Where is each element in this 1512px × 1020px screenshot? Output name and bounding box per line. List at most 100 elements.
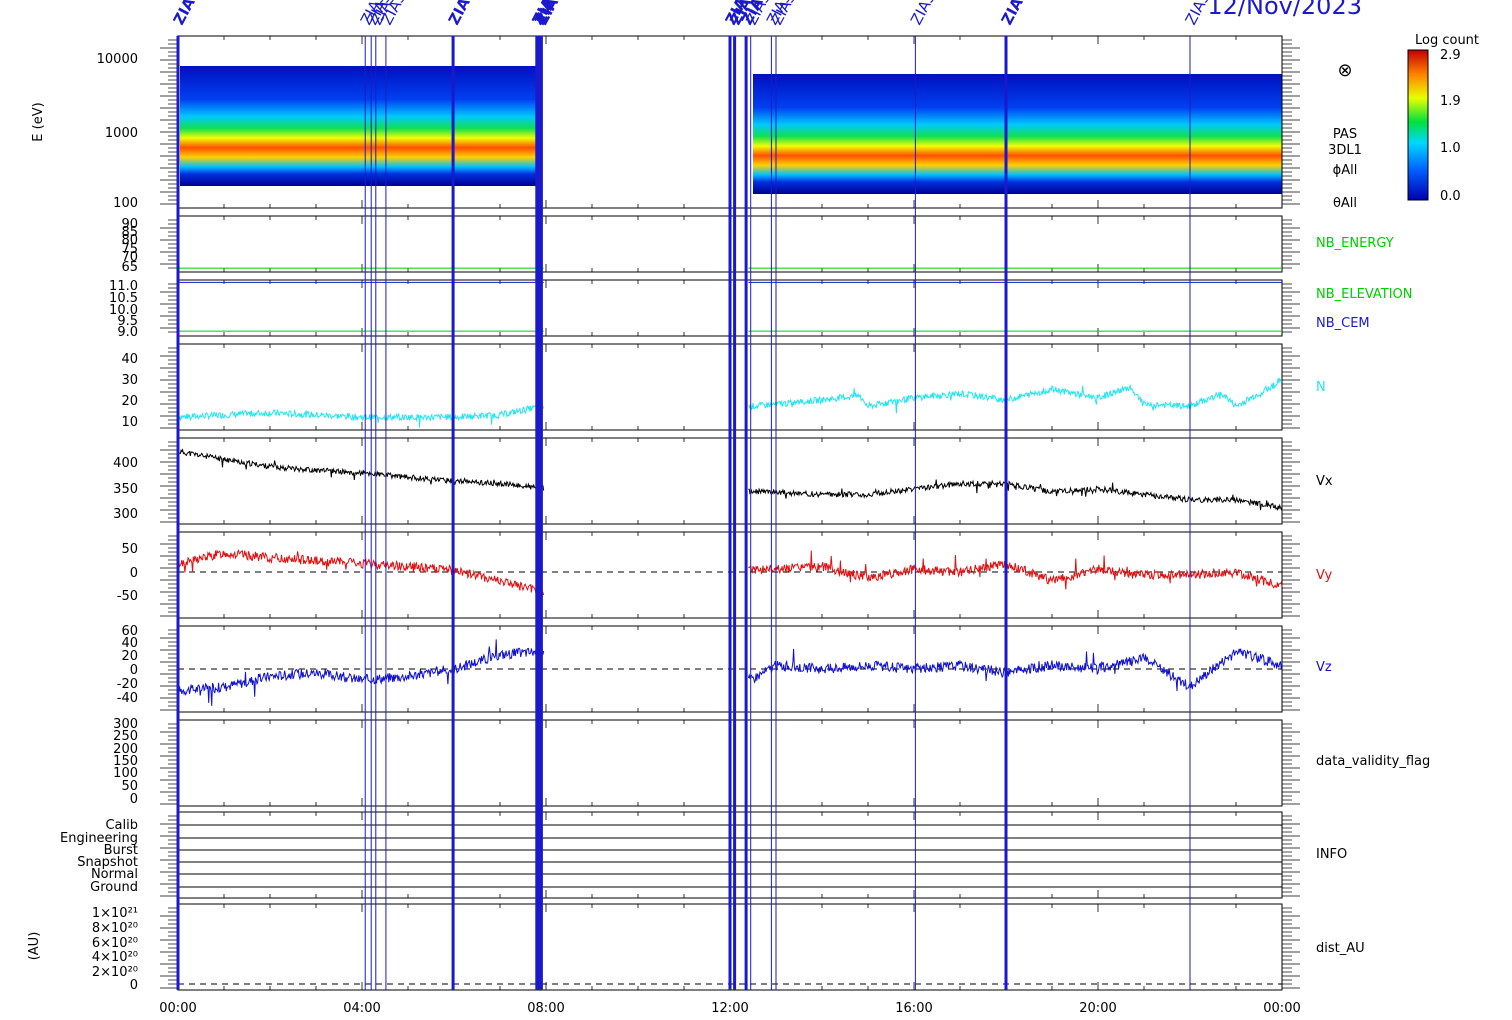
time-tick: 20:00 — [1079, 1001, 1116, 1016]
validity-ytick: 200 — [113, 742, 138, 757]
dist-ytick: 8×10²⁰ — [92, 921, 138, 936]
time-tick: 00:00 — [159, 1001, 196, 1016]
dist-panel: (AU) 1×10²¹ 8×10²⁰ 6×10²⁰ 4×10²⁰ 2×10²⁰ … — [27, 903, 1365, 993]
nb-energy-ytick: 85 — [121, 225, 138, 240]
time-tick: 00:00 — [1263, 1001, 1300, 1016]
vz-line — [177, 639, 545, 706]
spectrogram-label: θAll — [1333, 196, 1357, 211]
vz-ytick: 20 — [121, 649, 138, 664]
density-line — [177, 402, 545, 428]
vx-panel: 400 350 300 Vx — [113, 437, 1333, 525]
event-marker-label: ZIAS — [907, 0, 939, 28]
density-ytick: 10 — [121, 415, 138, 430]
nb-energy-panel: 90 85 80 75 70 65 NB_ENERGY — [121, 215, 1394, 275]
event-marker-label: ZIAS — [445, 0, 479, 28]
vx-ytick: 300 — [113, 507, 138, 522]
info-ytick: Burst — [104, 843, 138, 858]
colorbar-scale — [1407, 49, 1429, 201]
colorbar-tick: 2.9 — [1440, 48, 1461, 63]
info-ytick: Ground — [90, 880, 138, 895]
density-ytick: 40 — [121, 352, 138, 367]
vy-label: Vy — [1316, 568, 1333, 583]
density-ytick: 20 — [121, 394, 138, 409]
dist-ytick: 0 — [130, 978, 138, 993]
vx-line — [748, 479, 1283, 512]
vz-ytick: 40 — [121, 636, 138, 651]
nb-energy-ytick: 65 — [121, 260, 138, 275]
spectrogram-ytick: 100 — [113, 196, 138, 211]
spectrogram-ylabel: E (eV) — [31, 102, 46, 141]
validity-ytick: 0 — [130, 792, 138, 807]
colorbar-tick: 0.0 — [1440, 189, 1461, 204]
vy-ytick: 50 — [121, 542, 138, 557]
nb-energy-ytick: 70 — [121, 250, 138, 265]
colorbar-title: Log count — [1415, 33, 1479, 48]
validity-ytick: 50 — [121, 779, 138, 794]
nb-energy-label: NB_ENERGY — [1316, 236, 1394, 251]
vy-line — [748, 550, 1283, 590]
density-ytick: 30 — [121, 373, 138, 388]
event-marker-label: ZIAS — [998, 0, 1032, 28]
event-marker-label: ZIAS — [170, 0, 204, 28]
colorbar-tick: 1.9 — [1440, 94, 1461, 109]
series-lines — [177, 267, 1283, 706]
validity-ytick: 100 — [113, 766, 138, 781]
vz-label: Vz — [1316, 660, 1332, 675]
date-title: 12/Nov/2023 — [1207, 0, 1362, 20]
info-ytick: Calib — [105, 818, 138, 833]
spectrogram-label: 3DL1 — [1328, 143, 1362, 158]
vz-ytick: -20 — [117, 677, 138, 692]
nb-elevation-ytick: 10.0 — [109, 303, 138, 318]
vy-ytick: -50 — [117, 589, 138, 604]
vz-line — [747, 648, 1283, 692]
nb-elevation-ytick: 9.0 — [117, 325, 138, 340]
validity-ytick: 300 — [113, 717, 138, 732]
validity-label: data_validity_flag — [1316, 754, 1430, 769]
nb-elevation-ytick: 11.0 — [109, 279, 138, 294]
vy-line — [177, 549, 545, 596]
dist-label: dist_AU — [1316, 941, 1365, 956]
dist-ytick: 4×10²⁰ — [92, 950, 138, 965]
vx-label: Vx — [1316, 474, 1333, 489]
spectrogram-ytick: 1000 — [105, 126, 138, 141]
validity-ytick: 150 — [113, 754, 138, 769]
vx-ytick: 350 — [113, 482, 138, 497]
spectrogram-symbol: ⊗ — [1337, 60, 1352, 81]
vy-ytick: 0 — [130, 566, 138, 581]
spectrogram-ytick: 10000 — [97, 52, 138, 67]
vz-panel: 60 40 20 0 -20 -40 Vz — [117, 624, 1332, 713]
info-ytick: Normal — [91, 867, 138, 882]
info-ytick: Engineering — [60, 831, 138, 846]
nb-elevation-label: NB_ELEVATION — [1316, 287, 1413, 302]
info-ytick: Snapshot — [77, 855, 138, 870]
colorbar: Log count 2.9 1.9 1.0 0.0 — [1407, 33, 1479, 204]
dist-ylabel: (AU) — [27, 932, 42, 961]
time-tick: 04:00 — [343, 1001, 380, 1016]
nb-energy-ytick: 80 — [121, 233, 138, 248]
spectrogram-band — [753, 74, 1282, 194]
nb-elevation-ytick: 10.5 — [109, 291, 138, 306]
vx-line — [177, 448, 545, 491]
time-tick: 16:00 — [895, 1001, 932, 1016]
time-tick: 12:00 — [711, 1001, 748, 1016]
vz-ytick: 0 — [130, 663, 138, 678]
nb-cem-label: NB_CEM — [1316, 316, 1370, 331]
density-label: N — [1316, 380, 1326, 395]
spectrogram-label: PAS — [1333, 127, 1357, 142]
colorbar-tick: 1.0 — [1440, 141, 1461, 156]
spectrogram-label: ϕAll — [1333, 163, 1358, 178]
vx-ytick: 400 — [113, 456, 138, 471]
nb-energy-ytick: 90 — [121, 217, 138, 232]
density-line — [748, 377, 1283, 414]
vz-ytick: 60 — [121, 624, 138, 639]
nb-elevation-ytick: 9.5 — [117, 314, 138, 329]
dist-ytick: 1×10²¹ — [92, 906, 138, 921]
dist-ytick: 2×10²⁰ — [92, 965, 138, 980]
time-tick: 08:00 — [527, 1001, 564, 1016]
spectrogram-band — [180, 66, 536, 186]
vy-panel: 50 0 -50 Vy — [117, 531, 1333, 619]
spectrogram-panel: E (eV) 10000 1000 100 ⊗ PAS 3DL1 ϕAll θA… — [31, 35, 1362, 211]
info-label: INFO — [1316, 847, 1347, 862]
